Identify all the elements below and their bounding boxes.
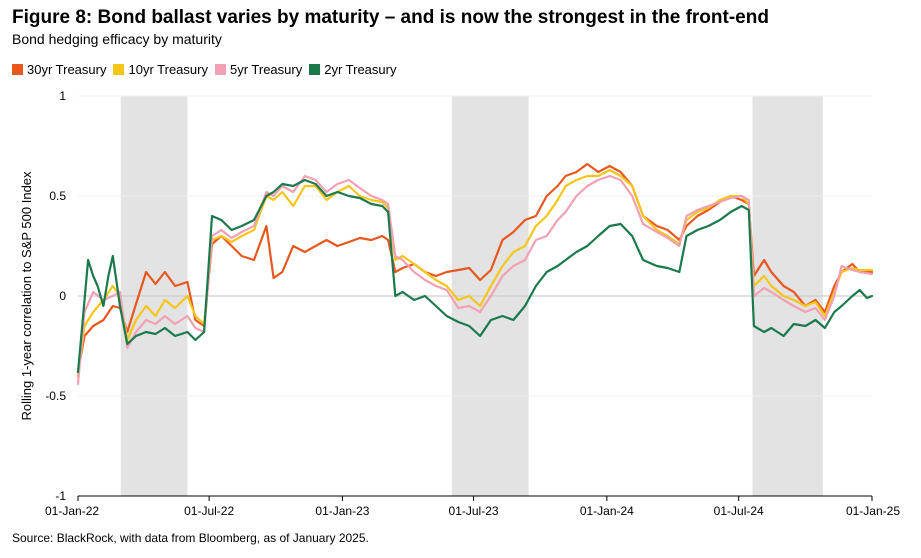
legend-label-2yr: 2yr Treasury — [324, 62, 397, 77]
legend-swatch-2yr — [309, 64, 321, 75]
series-line-2yr-treasury — [76, 178, 874, 374]
y-tick-label-1: -0.5 — [45, 389, 66, 403]
chart-subtitle: Bond hedging efficacy by maturity — [12, 31, 222, 47]
source-note: Source: BlackRock, with data from Bloomb… — [12, 531, 369, 545]
series-line-10yr-treasury — [76, 168, 874, 378]
legend-item-10yr: 10yr Treasury — [113, 62, 208, 77]
y-axis-label: Rolling 1-year correlation to S&P 500 In… — [19, 171, 34, 421]
legend-swatch-30yr — [12, 64, 23, 75]
y-tick-label-2: 0 — [59, 289, 66, 303]
legend-swatch-10yr — [113, 64, 125, 75]
x-tick-label-1: 01-Jul-22 — [184, 504, 234, 518]
legend-label-30yr: 30yr Treasury — [27, 62, 107, 77]
x-tick-label-2: 01-Jan-23 — [315, 504, 369, 518]
legend-swatch-5yr — [214, 64, 226, 75]
x-tick-label-6: 01-Jan-25 — [846, 504, 900, 518]
y-tick-label-4: 1 — [59, 89, 66, 103]
series-layer — [76, 162, 874, 386]
legend-item-5yr: 5yr Treasury — [214, 62, 303, 77]
axis-layer: -1 -0.5 0 0.5 1 01-Jan-22 01-Jul-22 01-Jan-23 01… — [45, 89, 900, 518]
legend-item-30yr: 30yr Treasury — [12, 62, 106, 77]
x-tick-label-3: 01-Jul-23 — [449, 504, 499, 518]
series-line-5yr-treasury — [76, 174, 874, 386]
legend: 30yr Treasury 10yr Treasury 5yr Treasury… — [12, 62, 396, 77]
legend-item-2yr: 2yr Treasury — [309, 62, 396, 77]
x-tick-label-4: 01-Jan-24 — [580, 504, 634, 518]
x-tick-label-5: 01-Jul-24 — [714, 504, 764, 518]
y-tick-label-0: -1 — [55, 489, 66, 503]
chart-title: Figure 8: Bond ballast varies by maturit… — [12, 7, 769, 28]
x-tick-label-0: 01-Jan-22 — [45, 504, 99, 518]
legend-label-5yr: 5yr Treasury — [229, 62, 303, 77]
legend-label-10yr: 10yr Treasury — [128, 62, 208, 77]
y-tick-label-3: 0.5 — [49, 189, 66, 203]
